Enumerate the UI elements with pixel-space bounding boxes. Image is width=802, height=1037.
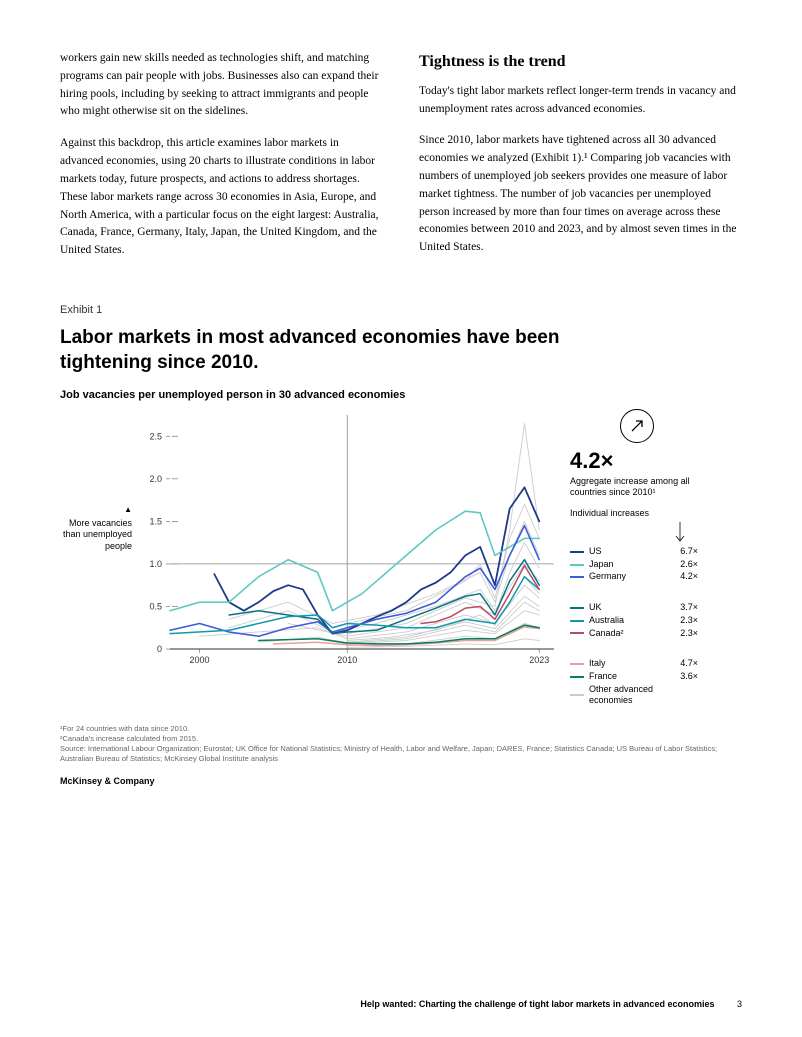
- svg-text:2.5: 2.5: [149, 432, 162, 442]
- legend-row: US6.7×: [570, 546, 698, 558]
- svg-text:2023: 2023: [529, 655, 549, 665]
- company-name: McKinsey & Company: [60, 776, 742, 786]
- body-paragraph: Today's tight labor markets reflect long…: [419, 83, 742, 119]
- text-columns: workers gain new skills needed as techno…: [60, 50, 742, 274]
- legend-row: Canada²2.3×: [570, 628, 698, 640]
- legend-row: Other advanced economies: [570, 684, 698, 707]
- individual-label: Individual increases: [570, 508, 698, 520]
- legend-row: Australia2.3×: [570, 615, 698, 627]
- exhibit-title: Labor markets in most advanced economies…: [60, 326, 620, 375]
- legend-swatch: [570, 694, 584, 696]
- svg-text:2010: 2010: [337, 655, 357, 665]
- footer-title: Help wanted: Charting the challenge of t…: [360, 999, 714, 1009]
- legend-row: Italy4.7×: [570, 658, 698, 670]
- svg-text:1.5: 1.5: [149, 517, 162, 527]
- legend-value: 3.6×: [680, 671, 698, 683]
- legend-value: 4.7×: [680, 658, 698, 670]
- line-chart-svg: 0 0.5 1.0 1.5 2.0 2.5 2000 2010 2023: [140, 409, 560, 669]
- svg-text:0.5: 0.5: [149, 602, 162, 612]
- body-paragraph: Since 2010, labor markets have tightened…: [419, 132, 742, 257]
- legend-swatch: [570, 620, 584, 622]
- aggregate-value: 4.2×: [570, 447, 698, 476]
- svg-text:1.0: 1.0: [149, 559, 162, 569]
- side-panel: 4.2× Aggregate increase among all countr…: [560, 409, 698, 708]
- svg-text:2.0: 2.0: [149, 474, 162, 484]
- legend-value: 2.6×: [680, 559, 698, 571]
- legend-swatch: [570, 663, 584, 665]
- legend-swatch: [570, 632, 584, 634]
- legend-swatch: [570, 676, 584, 678]
- legend-value: 4.2×: [680, 571, 698, 583]
- page: workers gain new skills needed as techno…: [0, 0, 802, 1037]
- legend-name: UK: [589, 602, 680, 614]
- legend-name: Canada²: [589, 628, 680, 640]
- legend-name: Germany: [589, 571, 680, 583]
- legend-row: Germany4.2×: [570, 571, 698, 583]
- legend-name: Japan: [589, 559, 680, 571]
- exhibit: Exhibit 1 Labor markets in most advanced…: [60, 304, 742, 787]
- page-number: 3: [737, 999, 742, 1009]
- body-paragraph: workers gain new skills needed as techno…: [60, 50, 383, 121]
- legend-swatch: [570, 576, 584, 578]
- footnote: ²Canada's increase calculated from 2015.: [60, 734, 742, 744]
- legend-name: Australia: [589, 615, 680, 627]
- svg-text:2000: 2000: [190, 655, 210, 665]
- arrow-down-icon: [674, 522, 686, 544]
- left-column: workers gain new skills needed as techno…: [60, 50, 383, 274]
- legend-name: France: [589, 671, 680, 683]
- legend-swatch: [570, 607, 584, 609]
- source-line: Source: International Labour Organizatio…: [60, 744, 742, 764]
- exhibit-subtitle: Job vacancies per unemployed person in 3…: [60, 389, 742, 401]
- legend-value: 3.7×: [680, 602, 698, 614]
- legend-swatch: [570, 564, 584, 566]
- footnotes: ¹For 24 countries with data since 2010. …: [60, 724, 742, 765]
- right-column: Tightness is the trend Today's tight lab…: [419, 50, 742, 274]
- aggregate-text: Aggregate increase among all countries s…: [570, 476, 698, 499]
- legend-swatch: [570, 551, 584, 553]
- legend-value: 6.7×: [680, 546, 698, 558]
- section-heading: Tightness is the trend: [419, 50, 742, 75]
- legend-value: 2.3×: [680, 615, 698, 627]
- legend-value: 2.3×: [680, 628, 698, 640]
- arrow-up-right-icon: [620, 409, 654, 443]
- legend-name: Italy: [589, 658, 680, 670]
- y-axis-annotation: ▲ More vacancies than unemployed people: [60, 409, 140, 552]
- exhibit-label: Exhibit 1: [60, 304, 742, 316]
- page-footer: Help wanted: Charting the challenge of t…: [360, 999, 742, 1009]
- footnote: ¹For 24 countries with data since 2010.: [60, 724, 742, 734]
- chart: 0 0.5 1.0 1.5 2.0 2.5 2000 2010 2023: [140, 409, 560, 674]
- legend-row: Japan2.6×: [570, 559, 698, 571]
- chart-row: ▲ More vacancies than unemployed people …: [60, 409, 742, 708]
- body-paragraph: Against this backdrop, this article exam…: [60, 135, 383, 260]
- legend-row: UK3.7×: [570, 602, 698, 614]
- axis-annotation-text: More vacancies than unemployed people: [63, 518, 132, 551]
- legend-row: France3.6×: [570, 671, 698, 683]
- legend-name: Other advanced economies: [589, 684, 698, 707]
- legend: US6.7×Japan2.6×Germany4.2× UK3.7×Australi…: [570, 546, 698, 707]
- up-triangle-icon: ▲: [60, 505, 132, 515]
- legend-name: US: [589, 546, 680, 558]
- svg-text:0: 0: [157, 644, 162, 654]
